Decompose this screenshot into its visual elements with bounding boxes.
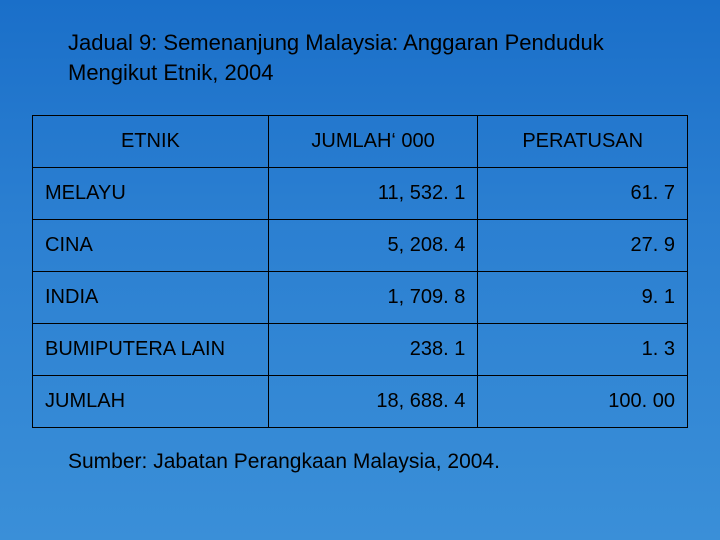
cell-jumlah: 1, 709. 8	[268, 272, 478, 324]
cell-peratusan: 61. 7	[478, 168, 688, 220]
col-header-etnik: ETNIK	[33, 116, 269, 168]
source-text: Sumber: Jabatan Perangkaan Malaysia, 200…	[68, 450, 688, 474]
table-row: MELAYU 11, 532. 1 61. 7	[33, 168, 688, 220]
cell-jumlah: 18, 688. 4	[268, 376, 478, 428]
slide-container: Jadual 9: Semenanjung Malaysia: Anggaran…	[0, 0, 720, 540]
cell-peratusan: 1. 3	[478, 324, 688, 376]
table-row: BUMIPUTERA LAIN 238. 1 1. 3	[33, 324, 688, 376]
data-table: ETNIK JUMLAH‘ 000 PERATUSAN MELAYU 11, 5…	[32, 115, 688, 428]
table-row: INDIA 1, 709. 8 9. 1	[33, 272, 688, 324]
table-row: CINA 5, 208. 4 27. 9	[33, 220, 688, 272]
cell-jumlah: 5, 208. 4	[268, 220, 478, 272]
col-header-jumlah: JUMLAH‘ 000	[268, 116, 478, 168]
cell-label: MELAYU	[33, 168, 269, 220]
col-header-peratusan: PERATUSAN	[478, 116, 688, 168]
table-header-row: ETNIK JUMLAH‘ 000 PERATUSAN	[33, 116, 688, 168]
cell-label: BUMIPUTERA LAIN	[33, 324, 269, 376]
cell-jumlah: 11, 532. 1	[268, 168, 478, 220]
cell-peratusan: 27. 9	[478, 220, 688, 272]
cell-peratusan: 9. 1	[478, 272, 688, 324]
cell-label: JUMLAH	[33, 376, 269, 428]
slide-title: Jadual 9: Semenanjung Malaysia: Anggaran…	[68, 28, 668, 87]
cell-jumlah: 238. 1	[268, 324, 478, 376]
cell-label: INDIA	[33, 272, 269, 324]
cell-label: CINA	[33, 220, 269, 272]
table-row: JUMLAH 18, 688. 4 100. 00	[33, 376, 688, 428]
cell-peratusan: 100. 00	[478, 376, 688, 428]
